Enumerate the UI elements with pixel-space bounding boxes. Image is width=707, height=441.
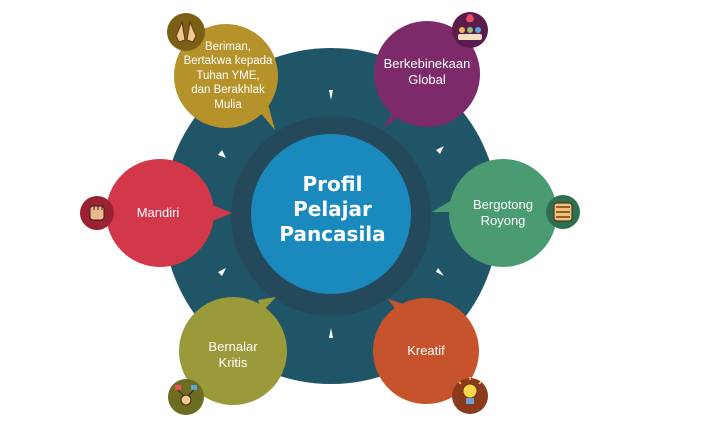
label-line: Kreatif xyxy=(407,342,445,358)
bubble-kreatif xyxy=(373,298,488,414)
bubble-bernalar-kritis xyxy=(168,297,287,415)
ring-tick xyxy=(329,90,333,100)
center-title-line: Pelajar xyxy=(293,197,372,221)
label-line: Royong xyxy=(480,213,526,228)
center-title-line: Pancasila xyxy=(279,222,386,246)
label-line: Mulia xyxy=(214,98,242,111)
bubble-berkebinekaan xyxy=(374,12,488,128)
bubble-mandiri-circle xyxy=(106,159,214,267)
bubble-mandiri xyxy=(80,159,232,267)
label-line: Bernalar xyxy=(208,338,258,354)
ring-tick xyxy=(329,328,333,338)
bubble-kreatif-pointer xyxy=(388,299,409,314)
label-line: dan Berakhlak xyxy=(191,84,265,97)
bubble-bergotong-royong xyxy=(432,159,580,267)
bubble-beriman xyxy=(167,13,278,130)
ring-tick xyxy=(436,268,444,276)
label-line: Beriman, xyxy=(204,41,252,54)
label-line: Global xyxy=(408,72,446,87)
bubble-berkebinekaan-pointer xyxy=(383,108,404,128)
bubble-beriman-circle xyxy=(174,24,278,128)
label-line: Tuhan YME, xyxy=(196,69,260,82)
label-line: Bergotong xyxy=(473,196,533,212)
diverse-people-icon xyxy=(458,14,482,40)
ring-tick xyxy=(436,146,444,154)
bubble-bernalar-kritis-circle xyxy=(179,297,287,405)
center-title: Profil Pelajar Pancasila xyxy=(255,172,410,252)
label-line: Berkebinekaan xyxy=(383,55,471,71)
label-line: Mandiri xyxy=(136,204,180,220)
center-title-line: Profil xyxy=(302,172,363,196)
label-berkebinekaan: Berkebinekaan Global xyxy=(374,52,480,92)
bubble-beriman-pointer xyxy=(258,104,275,130)
center-circle xyxy=(251,134,411,294)
praying-hands-icon xyxy=(175,20,197,43)
label-bernalar-kritis: Bernalar Kritis xyxy=(190,336,276,374)
label-line: Kritis xyxy=(218,355,248,370)
bubble-bergotong-royong-pointer xyxy=(432,200,452,212)
label-bergotong-royong: Bergotong Royong xyxy=(455,194,551,232)
bubble-bernalar-kritis-pointer xyxy=(258,297,276,312)
raised-fist-icon xyxy=(89,205,105,221)
ring-ticks xyxy=(218,90,444,338)
bubble-kreatif-circle xyxy=(373,298,479,404)
label-line: Bertakwa kepada xyxy=(183,55,273,68)
joined-hands-icon xyxy=(553,202,573,222)
lightbulb-idea-icon xyxy=(458,377,482,404)
bubble-mandiri-pointer xyxy=(210,204,232,222)
label-beriman: Beriman, Bertakwa kepada Tuhan YME, dan … xyxy=(178,40,278,112)
praying-hands-icon-bg xyxy=(167,13,205,51)
ring-tick xyxy=(218,268,226,276)
label-mandiri: Mandiri xyxy=(118,202,198,224)
ring-tick xyxy=(218,150,226,158)
label-kreatif: Kreatif xyxy=(386,340,466,362)
critical-thinking-icon xyxy=(175,385,197,406)
bubble-berkebinekaan-circle xyxy=(374,21,480,127)
bubble-bergotong-royong-circle xyxy=(449,159,557,267)
